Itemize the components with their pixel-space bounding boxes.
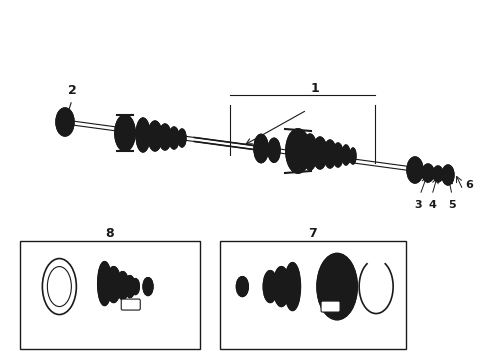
Ellipse shape bbox=[441, 165, 453, 185]
Ellipse shape bbox=[267, 138, 280, 162]
FancyBboxPatch shape bbox=[121, 299, 140, 310]
Text: 4: 4 bbox=[427, 200, 435, 210]
Ellipse shape bbox=[332, 143, 342, 167]
Ellipse shape bbox=[312, 137, 326, 169]
FancyBboxPatch shape bbox=[321, 301, 339, 312]
Text: 6: 6 bbox=[464, 180, 472, 190]
Text: 3: 3 bbox=[413, 200, 421, 210]
Ellipse shape bbox=[285, 129, 309, 173]
Ellipse shape bbox=[115, 115, 135, 151]
Ellipse shape bbox=[273, 266, 289, 307]
Ellipse shape bbox=[159, 124, 171, 150]
Ellipse shape bbox=[317, 253, 356, 320]
Ellipse shape bbox=[349, 148, 355, 164]
Bar bbox=[220, 241, 405, 349]
Ellipse shape bbox=[324, 140, 335, 168]
Ellipse shape bbox=[284, 262, 300, 311]
Text: 2: 2 bbox=[67, 84, 76, 96]
Ellipse shape bbox=[421, 164, 433, 182]
Bar bbox=[20, 241, 200, 349]
Ellipse shape bbox=[432, 166, 442, 182]
Ellipse shape bbox=[117, 271, 128, 300]
Ellipse shape bbox=[106, 266, 121, 302]
Ellipse shape bbox=[406, 157, 422, 183]
Ellipse shape bbox=[169, 127, 179, 149]
Text: 1: 1 bbox=[310, 81, 319, 94]
Ellipse shape bbox=[124, 275, 135, 298]
Ellipse shape bbox=[341, 145, 349, 165]
Ellipse shape bbox=[131, 279, 139, 294]
Text: 5: 5 bbox=[447, 200, 455, 210]
Ellipse shape bbox=[136, 118, 150, 152]
Ellipse shape bbox=[303, 134, 316, 170]
Text: 8: 8 bbox=[105, 227, 114, 240]
Text: 7: 7 bbox=[308, 227, 317, 240]
Ellipse shape bbox=[263, 271, 277, 302]
Ellipse shape bbox=[148, 121, 162, 151]
Ellipse shape bbox=[254, 135, 267, 162]
Ellipse shape bbox=[178, 129, 185, 147]
Ellipse shape bbox=[98, 262, 111, 306]
Ellipse shape bbox=[56, 108, 74, 136]
Ellipse shape bbox=[236, 276, 248, 297]
Ellipse shape bbox=[142, 278, 153, 296]
